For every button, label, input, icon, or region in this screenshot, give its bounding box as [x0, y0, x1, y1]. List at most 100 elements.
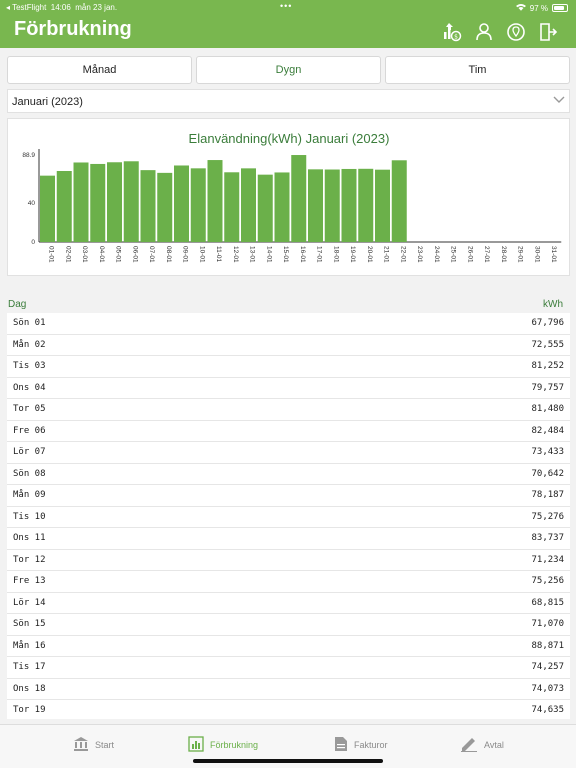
row-day: Mån 02	[13, 339, 46, 350]
row-day: Tor 05	[13, 404, 46, 414]
logout-icon[interactable]	[538, 22, 558, 42]
list-item[interactable]: Lör 14 68,815	[7, 593, 570, 614]
chart-bar	[107, 162, 122, 242]
list-item[interactable]: Tor 19 74,635	[7, 700, 570, 719]
list-item[interactable]: Mån 09 78,187	[7, 485, 570, 507]
x-tick-label: 23-01	[416, 246, 423, 263]
testflight-back-link[interactable]: ◂ TestFlight	[6, 3, 47, 12]
list-item[interactable]: Fre 06 82,484	[7, 421, 570, 442]
battery-percent: 97 %	[529, 3, 548, 13]
x-tick-label: 19-01	[349, 246, 356, 263]
row-day: Tor 19	[13, 705, 46, 715]
svg-text:$: $	[454, 34, 458, 41]
y-tick-label: 88.9	[22, 152, 35, 159]
tab-forbrukning-label: Förbrukning	[210, 740, 259, 750]
list-item[interactable]: Mån 02 72,555	[7, 335, 570, 356]
row-value: 83,737	[531, 533, 564, 543]
row-value: 67,796	[531, 318, 564, 328]
y-tick-label: 40	[28, 200, 36, 207]
x-tick-label: 21-01	[383, 246, 390, 263]
tab-start[interactable]: Start	[73, 735, 114, 755]
row-day: Tor 12	[13, 554, 46, 565]
chart-bar	[291, 155, 307, 242]
x-tick-label: 31-01	[550, 246, 557, 263]
chart-bar	[308, 169, 323, 242]
chart-bar	[241, 168, 256, 242]
list-item[interactable]: Sön 01 67,796	[7, 313, 570, 335]
list-item[interactable]: Sön 15 71,070	[7, 614, 570, 636]
tab-avtal[interactable]: Avtal	[460, 735, 504, 755]
page-title: Förbrukning	[14, 18, 132, 40]
row-value: 70,642	[531, 468, 564, 479]
list-item[interactable]: Ons 18 74,073	[7, 679, 570, 700]
row-day: Ons 11	[13, 533, 46, 543]
consumption-list[interactable]: Sön 01 67,796 Mån 02 72,555 Tis 03 81,252 Ons …	[7, 313, 570, 719]
row-value: 82,484	[531, 425, 564, 436]
row-value: 74,635	[531, 705, 564, 715]
list-item[interactable]: Sön 08 70,642	[7, 464, 570, 485]
list-item[interactable]: Tis 10 75,276	[7, 507, 570, 528]
status-left: ◂ TestFlight 14:06 mån 23 jan.	[6, 3, 117, 12]
list-item[interactable]: Lör 07 73,433	[7, 442, 570, 464]
x-tick-label: 07-01	[148, 246, 155, 263]
list-item[interactable]: Ons 04 79,757	[7, 378, 570, 399]
x-tick-label: 22-01	[399, 246, 406, 263]
period-select-value: Januari (2023)	[12, 96, 83, 108]
row-day: Fre 06	[13, 425, 46, 436]
row-value: 78,187	[531, 490, 564, 500]
segment-hour[interactable]: Tim	[385, 56, 570, 84]
kwh-column-header: kWh	[543, 299, 563, 310]
chart-bar	[73, 162, 89, 242]
x-tick-label: 13-01	[249, 246, 256, 263]
list-item[interactable]: Tis 17 74,257	[7, 657, 570, 679]
x-tick-label: 10-01	[198, 246, 205, 263]
row-value: 81,480	[531, 404, 564, 414]
x-tick-label: 24-01	[433, 246, 440, 263]
x-tick-label: 17-01	[316, 246, 323, 263]
tab-forbrukning[interactable]: Förbrukning	[188, 735, 258, 755]
x-tick-label: 14-01	[265, 246, 272, 263]
x-tick-label: 01-01	[48, 246, 55, 263]
list-item[interactable]: Ons 11 83,737	[7, 528, 570, 550]
x-tick-label: 16-01	[299, 246, 306, 263]
list-item[interactable]: Mån 16 88,871	[7, 636, 570, 657]
battery-icon	[552, 4, 568, 12]
x-tick-label: 15-01	[282, 246, 289, 263]
row-day: Tis 03	[13, 361, 46, 371]
chart-bar	[324, 169, 340, 242]
row-day: Tis 17	[13, 662, 46, 672]
x-tick-label: 20-01	[366, 246, 373, 263]
chart-bar	[358, 168, 374, 242]
row-value: 75,256	[531, 576, 564, 586]
multitasking-dots[interactable]: •••	[280, 1, 293, 11]
list-item[interactable]: Tis 03 81,252	[7, 356, 570, 378]
row-value: 71,234	[531, 554, 564, 565]
document-icon	[334, 736, 348, 754]
status-date: mån 23 jan.	[75, 3, 118, 12]
location-icon[interactable]	[506, 22, 526, 42]
y-tick-label: 0	[31, 239, 35, 246]
list-item[interactable]: Tor 12 71,234	[7, 550, 570, 571]
upload-money-icon[interactable]: $	[442, 22, 462, 42]
list-item[interactable]: Fre 13 75,256	[7, 571, 570, 593]
home-indicator[interactable]	[193, 759, 383, 763]
user-icon[interactable]	[474, 22, 494, 42]
row-value: 73,433	[531, 447, 564, 457]
row-value: 75,276	[531, 511, 564, 522]
tab-avtal-label: Avtal	[484, 740, 504, 750]
chart-bar	[341, 168, 357, 242]
chart-bar	[224, 172, 240, 242]
row-value: 74,073	[531, 683, 564, 694]
tab-fakturor[interactable]: Fakturor	[334, 735, 388, 755]
list-item[interactable]: Tor 05 81,480	[7, 399, 570, 421]
row-value: 71,070	[531, 619, 564, 629]
nav-actions: $	[442, 22, 558, 42]
period-select[interactable]: Januari (2023)	[7, 89, 570, 113]
segment-month[interactable]: Månad	[7, 56, 192, 84]
segment-day[interactable]: Dygn	[196, 56, 381, 84]
chart-bar	[40, 175, 55, 242]
x-tick-label: 09-01	[182, 246, 189, 263]
row-day: Sön 15	[13, 619, 46, 629]
x-tick-label: 27-01	[483, 246, 490, 263]
row-day: Tis 10	[13, 511, 46, 522]
